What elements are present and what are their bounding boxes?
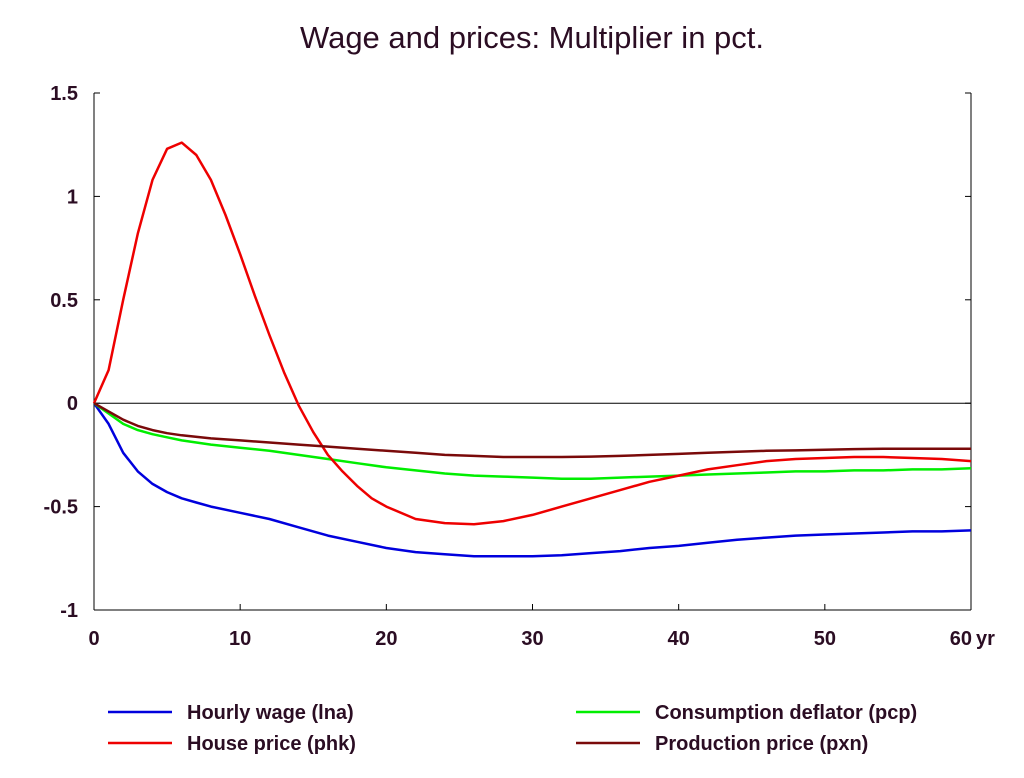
legend: Hourly wage (lna) Consumption deflator (p… bbox=[108, 702, 917, 755]
x-tick-label: 50 bbox=[814, 628, 836, 650]
x-tick-label: 0 bbox=[88, 628, 99, 650]
x-tick-label: 10 bbox=[229, 628, 251, 650]
plot-frame bbox=[93, 93, 972, 611]
x-tick-label: 40 bbox=[668, 628, 690, 650]
series-line-consumption-deflator bbox=[93, 402, 972, 480]
legend-label-consumption-deflator: Consumption deflator (pcp) bbox=[655, 702, 917, 724]
x-unit-label: yr bbox=[976, 628, 995, 650]
x-tick-label: 60 bbox=[950, 628, 972, 650]
legend-label-hourly-wage: Hourly wage (lna) bbox=[187, 702, 354, 724]
y-axis-ticks: 1.5 1 0.5 0 -0.5 -1 bbox=[44, 83, 971, 622]
y-tick-label: 0.5 bbox=[50, 290, 78, 312]
series-lines bbox=[92, 141, 972, 558]
y-tick-label: -1 bbox=[60, 600, 78, 622]
series-line-production-price bbox=[93, 402, 971, 459]
y-tick-label: 1 bbox=[67, 186, 78, 208]
x-tick-label: 30 bbox=[521, 628, 543, 650]
y-tick-label: 1.5 bbox=[50, 83, 78, 105]
chart-title: Wage and prices: Multiplier in pct. bbox=[300, 20, 764, 55]
legend-label-production-price: Production price (pxn) bbox=[655, 733, 868, 755]
x-tick-label: 20 bbox=[375, 628, 397, 650]
series-line-hourly-wage bbox=[92, 402, 972, 558]
legend-label-house-price: House price (phk) bbox=[187, 733, 356, 755]
y-tick-label: 0 bbox=[67, 393, 78, 415]
y-tick-label: -0.5 bbox=[44, 497, 78, 519]
series-line-house-price bbox=[92, 141, 972, 526]
x-axis-ticks: 0 10 20 30 40 50 60 yr bbox=[88, 604, 995, 650]
